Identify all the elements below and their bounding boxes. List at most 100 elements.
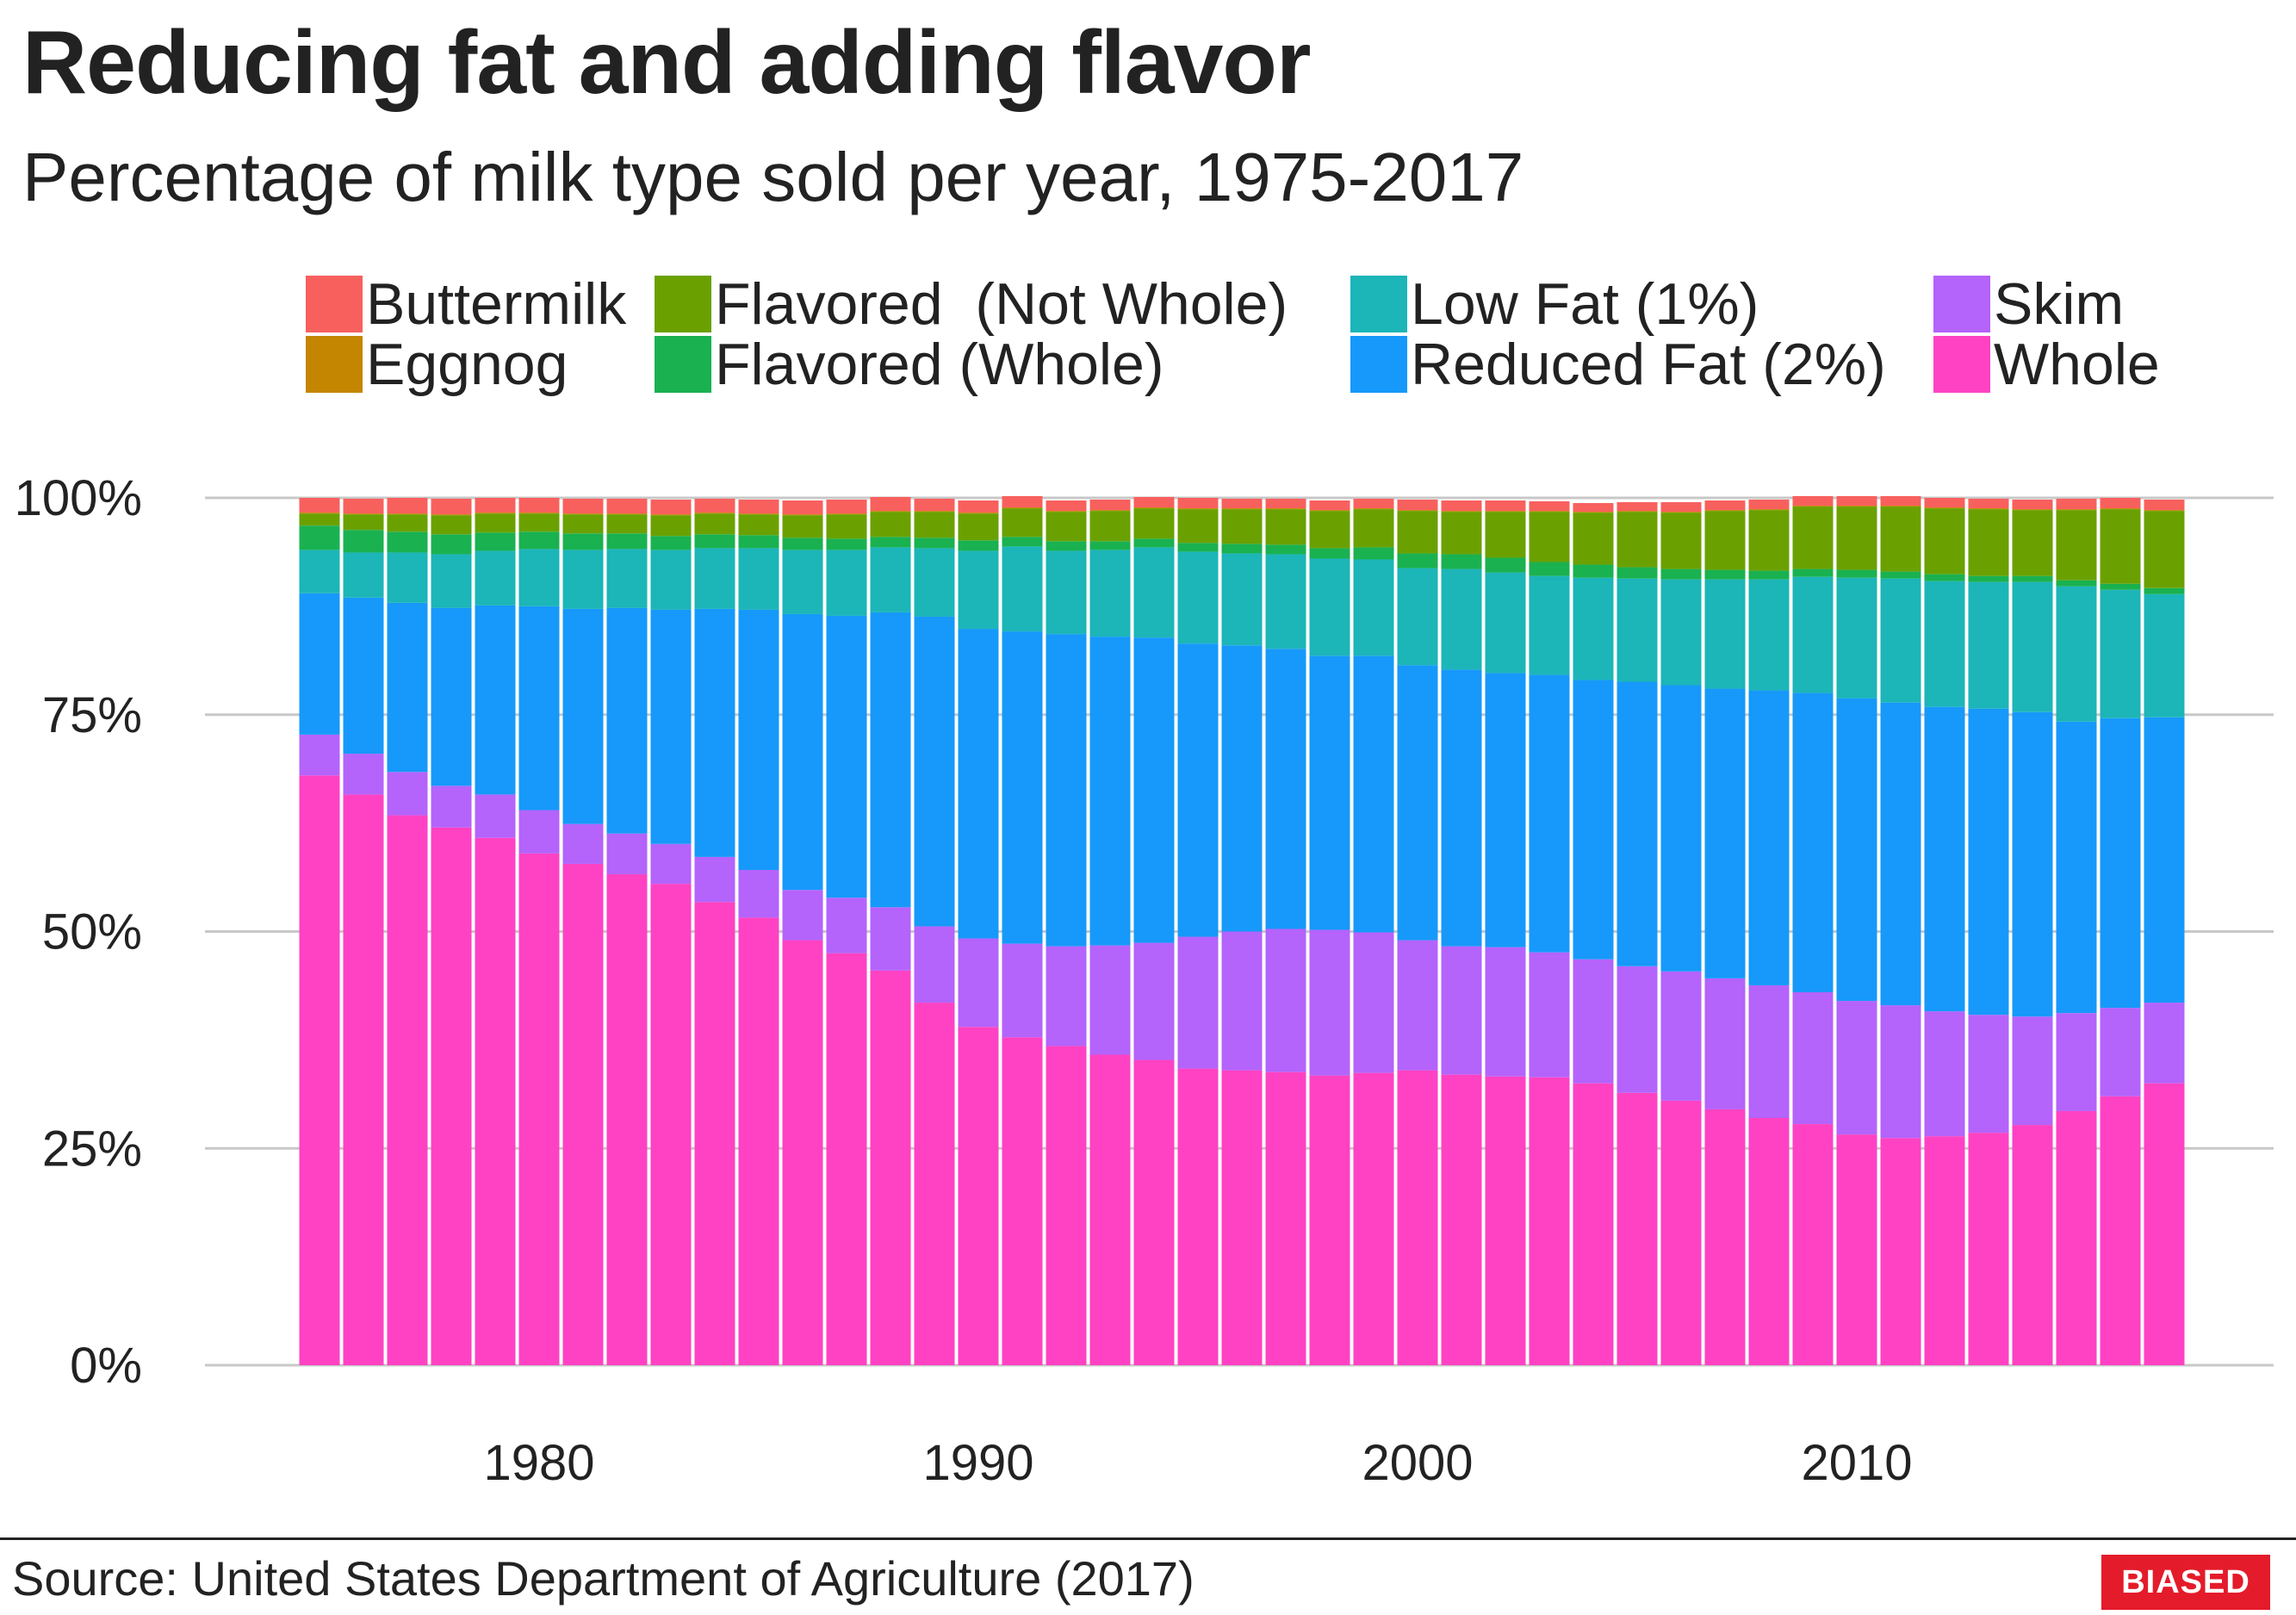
- bar-segment: [562, 514, 604, 534]
- bar-segment: [1924, 1136, 1965, 1365]
- bar-segment: [1748, 1118, 1790, 1365]
- bar-segment: [1353, 1072, 1394, 1365]
- bar-segment: [562, 863, 604, 1365]
- bar-segment: [1353, 509, 1394, 548]
- bar-segment: [1880, 1005, 1921, 1139]
- y-tick-label: 75%: [42, 687, 142, 743]
- bar-segment: [1177, 936, 1219, 1069]
- bar-segment: [518, 498, 560, 513]
- bar-segment: [431, 786, 472, 828]
- bar-segment: [1968, 508, 2009, 510]
- bar-segment: [1353, 655, 1394, 933]
- bar-segment: [694, 499, 735, 513]
- bar-segment: [1309, 655, 1350, 930]
- bar-segment: [738, 548, 779, 610]
- bar-segment: [1485, 673, 1526, 947]
- bar-segment: [1397, 500, 1438, 511]
- bar-segment: [431, 534, 472, 555]
- bar-segment: [2056, 721, 2097, 1014]
- bar-segment: [914, 499, 955, 512]
- bar-segment: [1880, 495, 1921, 506]
- bar-segment: [1309, 510, 1350, 512]
- bar-segment: [1704, 579, 1746, 689]
- bar-segment: [1485, 511, 1526, 512]
- x-tick-label: 1980: [483, 1435, 594, 1491]
- bar-segment: [1221, 509, 1263, 544]
- bar-segment: [1748, 690, 1790, 985]
- bar-segment: [826, 514, 867, 539]
- bar-segment: [1880, 578, 1921, 703]
- bar-segment: [958, 938, 999, 1028]
- bar-segment: [1089, 541, 1131, 550]
- bar-segment: [1660, 502, 1702, 512]
- bar-segment: [1836, 577, 1877, 699]
- bar-segment: [958, 550, 999, 630]
- bar-segment: [1792, 576, 1834, 693]
- bar-segment: [475, 513, 516, 533]
- stacked-bar-chart: 0% 25% 50% 75% 100% 1980 1990 2000 2010: [15, 470, 2274, 1491]
- x-tick-label: 2000: [1362, 1435, 1473, 1491]
- bar-segment: [475, 794, 516, 838]
- bar-segment: [518, 512, 560, 514]
- bar-segment: [1880, 506, 1921, 572]
- brand-logo: BIASED: [2101, 1555, 2270, 1610]
- bar-segment: [1573, 577, 1614, 680]
- bar-segment: [1485, 1076, 1526, 1365]
- bar-segment: [1309, 500, 1350, 511]
- bar-segment: [1529, 674, 1570, 953]
- bar-segment: [562, 608, 604, 824]
- bar-segment: [738, 917, 779, 1365]
- y-tick-label: 100%: [15, 470, 142, 526]
- bar-segment: [1748, 570, 1790, 580]
- bar-segment: [1265, 509, 1306, 545]
- bar-segment: [1573, 512, 1614, 565]
- y-tick-label: 25%: [42, 1121, 142, 1177]
- bar-segment: [1265, 544, 1306, 555]
- bar-segment: [1617, 578, 1658, 682]
- bar-segment: [1133, 507, 1175, 509]
- bar-segment: [1046, 550, 1087, 635]
- bar-segment: [1485, 557, 1526, 573]
- bar-segment: [958, 512, 999, 514]
- bar-segment: [1046, 511, 1087, 512]
- bar-segment: [870, 511, 911, 512]
- bar-segment: [1924, 581, 1965, 707]
- bar-segment: [1309, 548, 1350, 559]
- bar-segment: [1968, 581, 2009, 709]
- bar-segment: [2056, 580, 2097, 587]
- bar-segment: [343, 513, 384, 515]
- bar-segment: [1704, 511, 1746, 570]
- bar-segment: [1002, 507, 1043, 509]
- bar-segment: [1221, 508, 1263, 510]
- footer-divider: [0, 1537, 2296, 1540]
- bar-segment: [1792, 1124, 1834, 1365]
- bar-segment: [518, 513, 560, 532]
- bar-segment: [387, 552, 428, 603]
- bar-segment: [1573, 1083, 1614, 1365]
- bar-segment: [958, 500, 999, 513]
- bar-segment: [650, 515, 692, 537]
- bar-segment: [562, 823, 604, 864]
- bar-segment: [1265, 929, 1306, 1072]
- bar-segment: [299, 593, 340, 735]
- bar-segment: [1441, 568, 1482, 670]
- bar-segment: [1660, 568, 1702, 580]
- bar-segment: [782, 515, 823, 538]
- bar-segment: [387, 602, 428, 773]
- bar-segment: [1836, 1134, 1877, 1365]
- bar-segment: [1089, 550, 1131, 637]
- bar-segment: [914, 926, 955, 1003]
- bar-segment: [1968, 575, 2009, 582]
- bar-segment: [1133, 942, 1175, 1060]
- bar-segment: [299, 525, 340, 550]
- bar-segment: [387, 531, 428, 553]
- bar-segment: [826, 615, 867, 898]
- bar-segment: [2056, 1110, 2097, 1365]
- bar-segment: [870, 547, 911, 612]
- bar-segment: [387, 498, 428, 514]
- bar-segment: [1485, 572, 1526, 674]
- bar-segment: [1441, 946, 1482, 1075]
- bar-segment: [387, 772, 428, 816]
- bar-segment: [1046, 500, 1087, 512]
- bar-segment: [1617, 502, 1658, 512]
